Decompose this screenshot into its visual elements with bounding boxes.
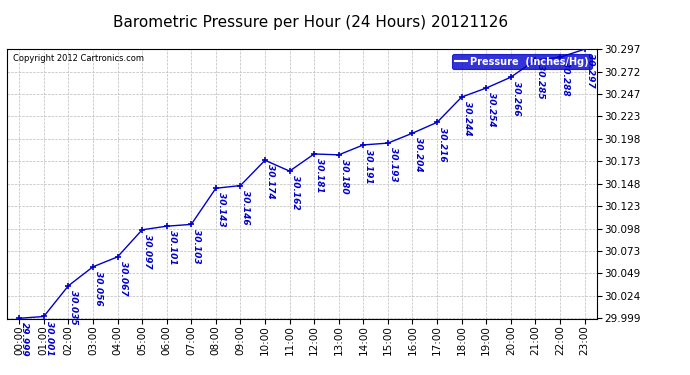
- Text: 30.067: 30.067: [119, 261, 128, 296]
- Text: 30.174: 30.174: [266, 165, 275, 199]
- Text: 30.035: 30.035: [70, 290, 79, 325]
- Text: Barometric Pressure per Hour (24 Hours) 20121126: Barometric Pressure per Hour (24 Hours) …: [113, 15, 508, 30]
- Text: Copyright 2012 Cartronics.com: Copyright 2012 Cartronics.com: [13, 54, 144, 63]
- Text: 30.266: 30.266: [512, 81, 521, 116]
- Text: 30.204: 30.204: [413, 137, 422, 172]
- Text: 30.180: 30.180: [339, 159, 349, 194]
- Text: 29.999: 29.999: [20, 322, 29, 357]
- Text: 30.254: 30.254: [487, 92, 496, 127]
- Text: 30.097: 30.097: [143, 234, 152, 268]
- Legend: Pressure  (Inches/Hg): Pressure (Inches/Hg): [452, 54, 592, 69]
- Text: 30.143: 30.143: [217, 192, 226, 227]
- Text: 30.297: 30.297: [586, 53, 595, 88]
- Text: 30.193: 30.193: [389, 147, 398, 182]
- Text: 30.103: 30.103: [193, 228, 201, 263]
- Text: 30.216: 30.216: [438, 126, 447, 161]
- Text: 30.162: 30.162: [290, 175, 299, 210]
- Text: 30.181: 30.181: [315, 158, 324, 193]
- Text: 30.285: 30.285: [536, 64, 546, 99]
- Text: 30.288: 30.288: [561, 62, 570, 96]
- Text: 30.191: 30.191: [364, 149, 373, 184]
- Text: 30.101: 30.101: [168, 230, 177, 265]
- Text: 30.146: 30.146: [241, 190, 250, 224]
- Text: 30.056: 30.056: [94, 271, 103, 306]
- Text: 30.244: 30.244: [463, 101, 472, 136]
- Text: 30.001: 30.001: [45, 321, 54, 355]
